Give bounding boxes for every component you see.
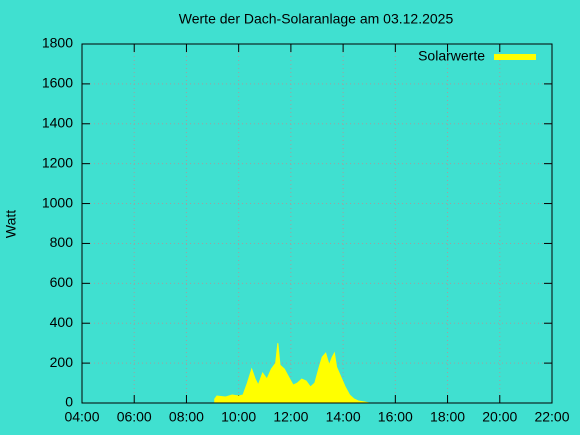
x-tick-label: 12:00 [273, 409, 308, 425]
y-tick-label: 1200 [42, 154, 73, 170]
y-tick-label: 800 [50, 234, 74, 250]
x-tick-label: 04:00 [64, 409, 99, 425]
y-tick-label: 400 [50, 314, 74, 330]
y-tick-label: 200 [50, 354, 74, 370]
y-tick-label: 600 [50, 274, 74, 290]
y-tick-label: 1800 [42, 35, 73, 51]
x-tick-label: 08:00 [169, 409, 204, 425]
y-tick-label: 1400 [42, 114, 73, 130]
x-tick-label: 10:00 [221, 409, 256, 425]
y-tick-label: 1600 [42, 75, 73, 91]
y-tick-label: 1000 [42, 194, 73, 210]
plot-frame [81, 43, 553, 404]
x-tick-label: 22:00 [534, 409, 569, 425]
x-tick-label: 06:00 [117, 409, 152, 425]
x-tick-label: 14:00 [326, 409, 361, 425]
area [214, 343, 370, 404]
x-tick-label: 20:00 [482, 409, 517, 425]
chart-title: Werte der Dach-Solaranlage am 03.12.2025 [179, 11, 454, 27]
x-tick-label: 16:00 [378, 409, 413, 425]
x-tick-label: 18:00 [430, 409, 465, 425]
legend-swatch [494, 54, 536, 60]
y-axis-label: Watt [3, 210, 19, 238]
legend-label: Solarwerte [418, 48, 485, 64]
y-tick-label: 0 [65, 394, 73, 410]
